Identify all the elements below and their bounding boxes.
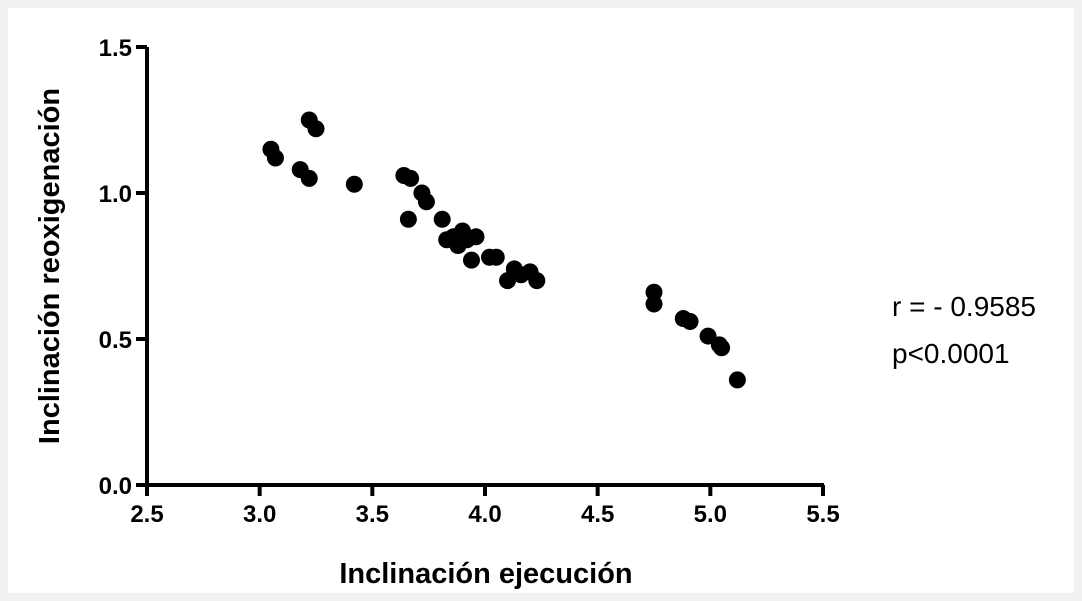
scatter-chart: 0.0 0.5 1.0 1.5 2.5 3.0 3.5 4.0 4.5 5.0 5.5 Incli… [34, 35, 1036, 590]
data-point [467, 228, 485, 246]
y-axis-label: Inclinación reoxigenación [34, 88, 66, 444]
data-point [713, 339, 731, 357]
p-value: p<0.0001 [892, 338, 1010, 369]
y-tick-label: 1.5 [99, 35, 132, 62]
y-axis: 0.0 0.5 1.0 1.5 [99, 35, 149, 500]
data-point [645, 295, 663, 313]
y-tick-label: 0.0 [99, 473, 132, 500]
data-point [728, 371, 746, 389]
data-point [399, 210, 417, 228]
x-tick-label: 5.0 [694, 501, 727, 528]
data-point [266, 149, 284, 167]
y-tick-label: 0.5 [99, 327, 132, 354]
x-axis-label: Inclinación ejecución [339, 558, 632, 590]
data-points [262, 111, 746, 389]
y-tick-label: 1.0 [99, 181, 132, 208]
data-point [645, 283, 663, 301]
x-tick-label: 4.5 [581, 501, 614, 528]
data-point [345, 175, 363, 193]
x-axis: 2.5 3.0 3.5 4.0 4.5 5.0 5.5 [130, 483, 840, 528]
data-point [300, 169, 318, 187]
x-tick-label: 4.0 [468, 501, 501, 528]
correlation-coefficient: r = - 0.9585 [892, 291, 1036, 322]
data-point [487, 248, 505, 266]
x-tick-label: 3.0 [243, 501, 276, 528]
x-tick-label: 3.5 [356, 501, 389, 528]
data-point [433, 210, 451, 228]
data-point [681, 312, 699, 330]
chart-frame: 0.0 0.5 1.0 1.5 2.5 3.0 3.5 4.0 4.5 5.0 5.5 Incli… [8, 8, 1074, 593]
x-tick-label: 5.5 [806, 501, 839, 528]
data-point [417, 193, 435, 211]
data-point [307, 120, 325, 138]
data-point [462, 251, 480, 269]
data-point [402, 169, 420, 187]
data-point [528, 272, 546, 290]
x-tick-label: 2.5 [130, 501, 163, 528]
